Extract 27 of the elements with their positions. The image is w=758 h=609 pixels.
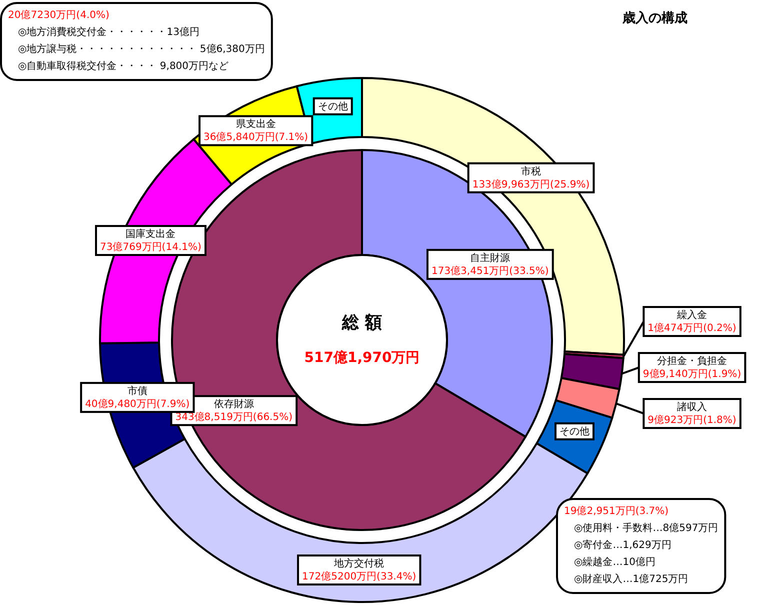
slice-label: その他 (318, 100, 348, 112)
text: 歳入の構成 (622, 10, 688, 26)
text: 517億1,970万円 (304, 349, 420, 366)
slice-label: 諸収入 (677, 401, 707, 413)
slice-label: 市税 (520, 165, 541, 178)
data-label: 73億769万円(14.1%) (100, 240, 202, 253)
slice-label: 自主財源 (470, 252, 510, 264)
slice-label: 市債 (127, 384, 148, 397)
data-label: 9億923万円(1.8%) (648, 414, 736, 426)
data-label: 1億474万円(0.2%) (648, 322, 736, 334)
text: 20億7230万円(4.0%) ◎地方消費税交付金・・・・・・13億円 ◎地方譲与税・・・・・・・・・・・・ 5億6,380万円 ◎自動車取得税交付金・・・・ 9,800万円など (8, 9, 265, 72)
text: 総 額 (341, 313, 382, 333)
slice-label: その他 (560, 425, 590, 438)
slice-label: 分担金・負担金 (657, 355, 727, 367)
text: 19億2,951万円(3.7%) ◎使用料・手数料…8億597万円 ◎寄付金…1,629万円 ◎繰越金…10億円 ◎財産収入…1億725万円 (564, 505, 718, 585)
slice-label: 依存財源 (214, 398, 254, 410)
data-label: 133億9,963万円(25.9%) (472, 178, 590, 190)
data-label: 40億9,480万円(7.9%) (85, 398, 190, 410)
slice-label: 地方交付税 (333, 557, 384, 570)
data-label: 172億5200万円(33.4%) (302, 570, 416, 582)
data-label: 9億9,140万円(1.9%) (642, 368, 742, 380)
slice-label: 繰入金 (676, 309, 707, 321)
data-label: 173億3,451万円(33.5%) (431, 264, 549, 277)
slice-label: 県支出金 (236, 118, 276, 130)
slice-label: 国庫支出金 (126, 228, 176, 240)
data-label: 36億5,840万円(7.1%) (204, 131, 308, 144)
data-label: 343億8,519万円(66.5%) (175, 411, 293, 424)
